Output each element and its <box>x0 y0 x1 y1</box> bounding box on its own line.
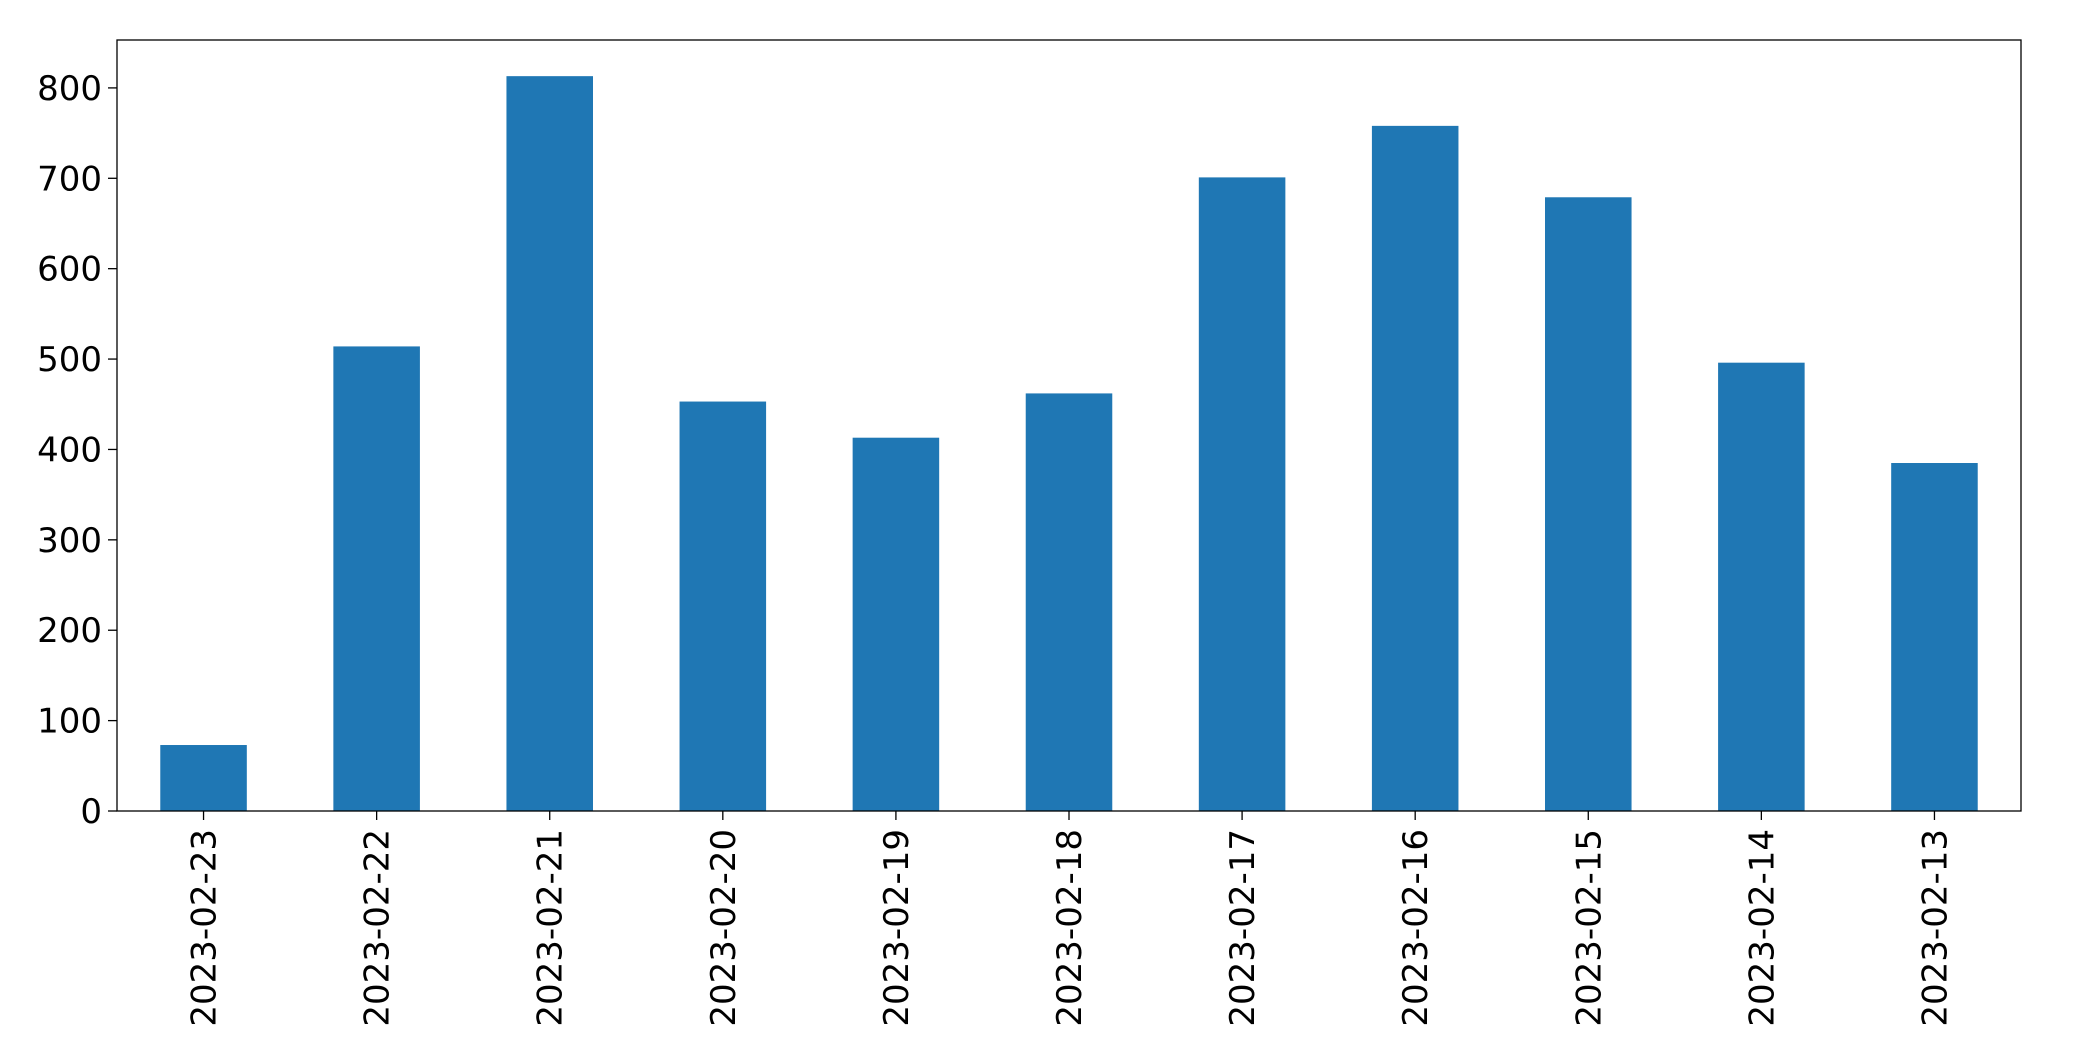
bar <box>1545 197 1632 812</box>
y-tick-label: 500 <box>37 340 102 380</box>
x-tick-label: 2023-02-18 <box>1050 829 1090 1027</box>
x-tick-label: 2023-02-22 <box>358 829 398 1027</box>
x-tick-label: 2023-02-19 <box>877 829 917 1027</box>
bar <box>852 437 940 811</box>
bar <box>1371 125 1459 811</box>
bar <box>160 745 247 811</box>
y-tick-label: 300 <box>37 521 102 561</box>
x-tick-label: 2023-02-17 <box>1223 829 1263 1027</box>
x-tick-label: 2023-02-21 <box>531 829 571 1027</box>
bar <box>506 76 593 812</box>
bar <box>1891 463 1978 811</box>
y-tick-label: 100 <box>37 702 102 742</box>
x-tick-label: 2023-02-23 <box>185 829 225 1027</box>
y-tick-label: 800 <box>37 69 102 109</box>
y-tick-label: 200 <box>37 611 102 651</box>
bar <box>1718 362 1805 811</box>
bar <box>1025 393 1113 811</box>
x-tick-label: 2023-02-16 <box>1396 829 1436 1027</box>
x-tick-label: 2023-02-14 <box>1742 829 1782 1027</box>
y-tick-label: 600 <box>37 250 102 290</box>
y-tick-label: 400 <box>37 430 102 470</box>
bar <box>333 346 420 811</box>
x-tick-label: 2023-02-15 <box>1569 829 1609 1027</box>
bar <box>1198 177 1286 811</box>
y-tick-label: 0 <box>80 792 102 832</box>
plot-frame <box>116 39 2022 812</box>
y-tick-label: 700 <box>37 159 102 199</box>
x-tick-label: 2023-02-20 <box>704 829 744 1027</box>
bar <box>679 401 767 811</box>
x-tick-label: 2023-02-13 <box>1915 829 1955 1027</box>
